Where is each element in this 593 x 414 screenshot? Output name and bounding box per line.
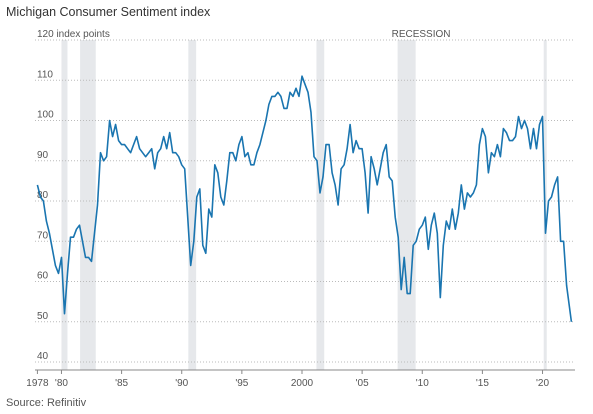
y-tick-label: 40 bbox=[37, 351, 49, 362]
series-line bbox=[36, 75, 573, 322]
y-tick-label: 110 bbox=[37, 69, 53, 80]
y-tick-label: 120 index points bbox=[37, 29, 110, 40]
y-tick-label: 50 bbox=[37, 311, 49, 322]
y-tick-label: 60 bbox=[37, 271, 49, 282]
x-tick-label: '95 bbox=[235, 378, 248, 389]
recession-band bbox=[80, 40, 96, 370]
y-tick-label: 80 bbox=[37, 190, 49, 201]
x-tick-label: '80 bbox=[55, 378, 68, 389]
y-tick-label: 70 bbox=[37, 230, 49, 241]
x-tick-label: '10 bbox=[416, 378, 429, 389]
x-tick-label: 1978 bbox=[26, 378, 49, 389]
x-tick-label: '15 bbox=[476, 378, 489, 389]
recession-band bbox=[397, 40, 416, 370]
chart-title: Michigan Consumer Sentiment index bbox=[6, 5, 211, 19]
x-tick-label: '05 bbox=[356, 378, 369, 389]
recession-band bbox=[316, 40, 325, 370]
recession-band bbox=[61, 40, 68, 370]
x-tick-label: '20 bbox=[536, 378, 549, 389]
x-tick-label: 2000 bbox=[291, 378, 314, 389]
y-tick-label: 100 bbox=[37, 110, 54, 121]
x-tick-label: '90 bbox=[175, 378, 188, 389]
x-tick-label: '85 bbox=[115, 378, 128, 389]
source: Source: Refinitiv bbox=[6, 397, 87, 409]
recession-band bbox=[188, 40, 197, 370]
recession-label: RECESSION bbox=[392, 29, 451, 40]
y-tick-label: 90 bbox=[37, 150, 49, 161]
